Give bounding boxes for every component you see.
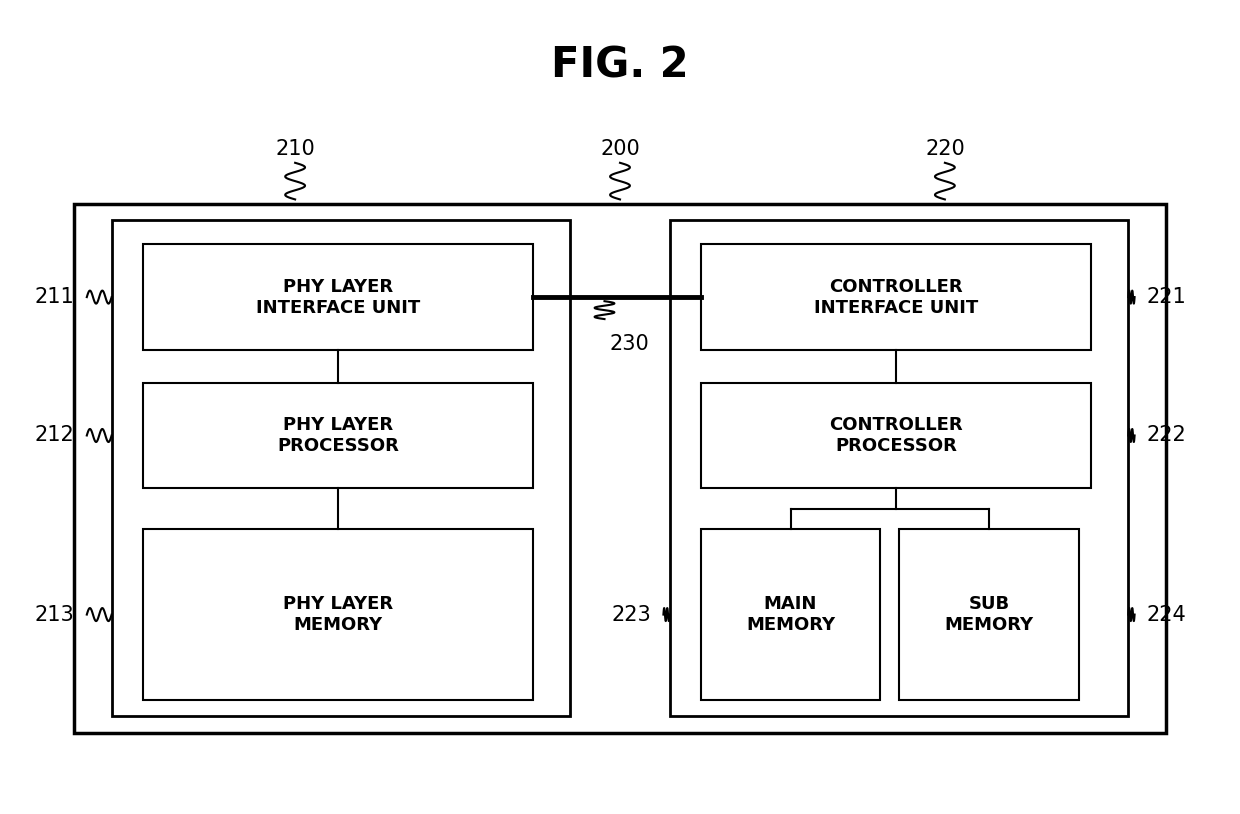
Text: 230: 230	[609, 334, 650, 354]
Text: 213: 213	[35, 605, 74, 624]
Text: PHY LAYER
PROCESSOR: PHY LAYER PROCESSOR	[277, 416, 399, 455]
Text: 200: 200	[600, 138, 640, 159]
Bar	[701, 383, 1091, 488]
Text: 212: 212	[35, 426, 74, 445]
Bar	[143, 383, 533, 488]
Bar	[701, 529, 880, 700]
Text: FIG. 2: FIG. 2	[552, 44, 688, 86]
Text: PHY LAYER
MEMORY: PHY LAYER MEMORY	[283, 595, 393, 634]
Text: CONTROLLER
PROCESSOR: CONTROLLER PROCESSOR	[830, 416, 962, 455]
Text: MAIN
MEMORY: MAIN MEMORY	[746, 595, 835, 634]
Text: 210: 210	[275, 138, 315, 159]
Bar	[701, 244, 1091, 350]
Text: SUB
MEMORY: SUB MEMORY	[945, 595, 1033, 634]
Bar	[143, 244, 533, 350]
Text: 222: 222	[1147, 426, 1187, 445]
Bar	[74, 204, 1166, 733]
Bar	[899, 529, 1079, 700]
Text: 221: 221	[1147, 287, 1187, 307]
Text: 220: 220	[925, 138, 965, 159]
Bar	[112, 220, 570, 716]
Bar	[143, 529, 533, 700]
Text: PHY LAYER
INTERFACE UNIT: PHY LAYER INTERFACE UNIT	[255, 278, 420, 317]
Text: 224: 224	[1147, 605, 1187, 624]
Text: 223: 223	[611, 605, 651, 624]
Bar	[670, 220, 1128, 716]
Text: 211: 211	[35, 287, 74, 307]
Text: CONTROLLER
INTERFACE UNIT: CONTROLLER INTERFACE UNIT	[813, 278, 978, 317]
